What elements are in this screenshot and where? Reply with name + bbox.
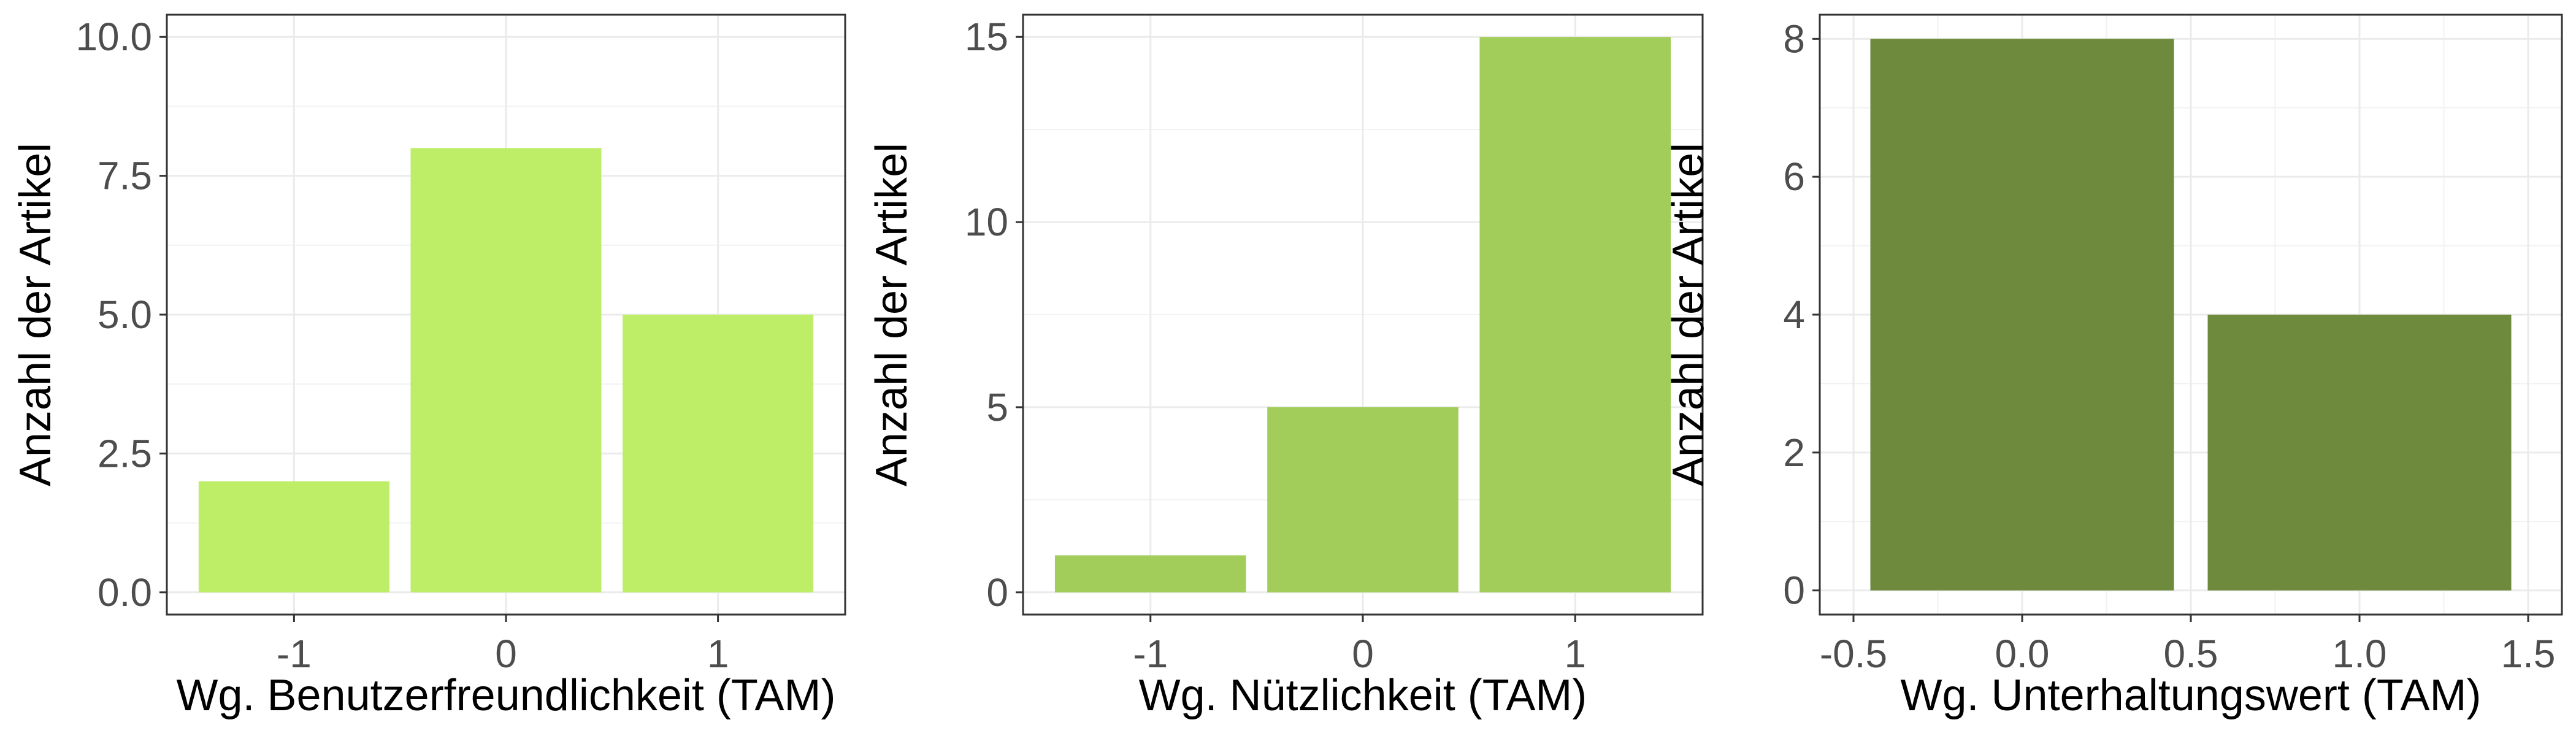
x-tick-label: 0 [495, 632, 517, 676]
bar-benutzerfreundlichkeit-0 [410, 148, 602, 592]
x-tick-label: 0.0 [1995, 632, 2050, 676]
x-axis-title: Wg. Benutzerfreundlichkeit (TAM) [176, 671, 835, 720]
x-tick-label: 1 [707, 632, 729, 676]
y-tick-label: 8 [1783, 17, 1805, 61]
bar-nuetzlichkeit-1 [1479, 37, 1671, 592]
x-tick-label: 1.0 [2333, 632, 2387, 676]
bar-nuetzlichkeit-0 [1267, 407, 1459, 592]
y-tick-label: 5.0 [98, 293, 152, 337]
y-tick-label: 6 [1783, 155, 1805, 199]
y-tick-label: 0.0 [98, 570, 152, 615]
bar-unterhaltungswert-1 [2207, 315, 2512, 591]
chart-panel-benutzerfreundlichkeit: 0.0 2.5 5.0 7.5 10.0 -1 0 1Wg. Benutzerfreundli… [11, 13, 846, 720]
x-axis-title: Wg. Nützlichkeit (TAM) [1139, 671, 1587, 720]
y-tick-label: 10 [965, 200, 1008, 244]
x-tick-label: 1.5 [2501, 632, 2556, 676]
y-tick-label: 10.0 [75, 15, 152, 59]
y-tick-label: 0 [1783, 569, 1805, 613]
y-tick-label: 5 [986, 385, 1008, 429]
chart-panel-unterhaltungswert: 0 2 4 6 8 -0.5 0.0 0.5 1.0 1.5 Wg. Unterhaltungswe… [1664, 13, 2563, 720]
y-tick-label: 2.5 [98, 431, 152, 475]
y-axis-title: Anzahl der Artikel [1664, 143, 1713, 486]
bar-benutzerfreundlichkeit--1 [198, 481, 389, 592]
y-axis-title: Anzahl der Artikel [11, 143, 60, 486]
x-tick-label: -0.5 [1820, 632, 1887, 676]
y-tick-label: 0 [986, 570, 1008, 615]
bar-unterhaltungswert-0 [1870, 39, 2174, 591]
y-tick-label: 7.5 [98, 154, 152, 198]
x-tick-label: 1 [1564, 632, 1586, 676]
y-tick-label: 15 [965, 15, 1008, 59]
y-axis-title: Anzahl der Artikel [867, 143, 916, 486]
chart-panel-nuetzlichkeit: 0 5 10 15 -1 0 1Wg. Nützlichkeit (TAM) Anzahl d… [867, 13, 1704, 720]
x-tick-label: -1 [277, 632, 312, 676]
x-axis-title: Wg. Unterhaltungswert (TAM) [1901, 671, 2482, 720]
x-tick-label: 0.5 [2164, 632, 2218, 676]
y-tick-label: 2 [1783, 431, 1805, 475]
bar-nuetzlichkeit--1 [1054, 555, 1246, 592]
bar-benutzerfreundlichkeit-1 [623, 315, 814, 592]
x-tick-label: -1 [1133, 632, 1168, 676]
y-tick-label: 4 [1783, 293, 1805, 337]
x-tick-label: 0 [1352, 632, 1374, 676]
